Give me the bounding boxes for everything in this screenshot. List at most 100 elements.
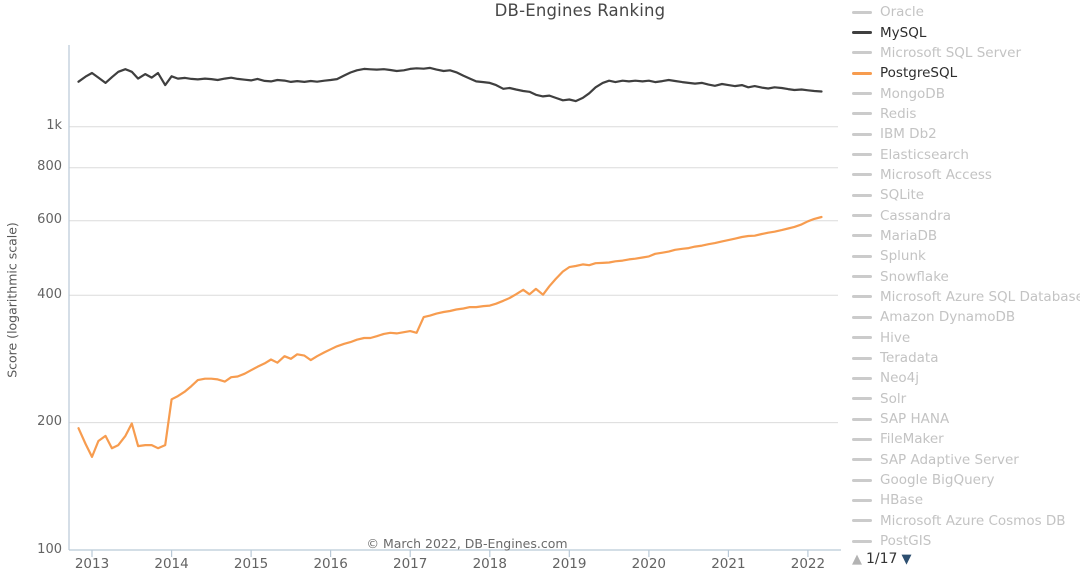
legend-item-neo4j[interactable]: Neo4j xyxy=(852,368,1078,388)
legend-label-redis: Redis xyxy=(880,105,917,122)
legend-label-oracle: Oracle xyxy=(880,4,924,21)
legend-item-microsoft-azure-cosmos-db[interactable]: Microsoft Azure Cosmos DB xyxy=(852,511,1078,531)
legend-label-sap-hana: SAP HANA xyxy=(880,411,950,428)
legend-label-postgis: PostGIS xyxy=(880,533,932,550)
pager-page-indicator: 1/17 xyxy=(866,551,898,567)
legend-item-postgis[interactable]: PostGIS xyxy=(852,531,1078,551)
legend-label-snowflake: Snowflake xyxy=(880,268,949,285)
legend-label-sap-adaptive-server: SAP Adaptive Server xyxy=(880,451,1019,468)
y-tick-label-1k: 1k xyxy=(46,118,62,134)
legend-item-filemaker[interactable]: FileMaker xyxy=(852,429,1078,449)
legend-label-amazon-dynamodb: Amazon DynamoDB xyxy=(880,309,1016,326)
y-tick-label-800: 800 xyxy=(37,159,62,175)
y-tick-label-400: 400 xyxy=(37,286,62,302)
legend-item-cassandra[interactable]: Cassandra xyxy=(852,205,1078,225)
x-tick-label-2017: 2017 xyxy=(393,556,428,572)
legend-label-neo4j: Neo4j xyxy=(880,370,920,387)
legend-swatch-hbase xyxy=(852,498,872,502)
x-tick-label-2013: 2013 xyxy=(74,556,110,572)
x-tick-label-2015: 2015 xyxy=(233,556,269,572)
legend-label-postgresql: PostgreSQL xyxy=(880,65,958,82)
copyright-note: © March 2022, DB-Engines.com xyxy=(366,536,568,551)
postgresql-series-line xyxy=(77,215,823,458)
legend-label-microsoft-azure-cosmos-db: Microsoft Azure Cosmos DB xyxy=(880,512,1066,529)
legend-swatch-filemaker xyxy=(852,437,872,441)
legend-label-cassandra: Cassandra xyxy=(880,207,951,224)
x-tick-label-2022: 2022 xyxy=(790,556,826,572)
legend-label-ibm-db2: IBM Db2 xyxy=(880,126,937,143)
x-tick-label-2018: 2018 xyxy=(472,556,507,572)
legend-swatch-postgis xyxy=(852,539,872,543)
legend-item-hive[interactable]: Hive xyxy=(852,328,1078,348)
legend-label-google-bigquery: Google BigQuery xyxy=(880,472,995,489)
legend-item-mariadb[interactable]: MariaDB xyxy=(852,226,1078,246)
x-tick-label-2016: 2016 xyxy=(313,556,348,572)
legend-item-sap-hana[interactable]: SAP HANA xyxy=(852,409,1078,429)
legend-item-hbase[interactable]: HBase xyxy=(852,490,1078,510)
legend-item-sap-adaptive-server[interactable]: SAP Adaptive Server xyxy=(852,450,1078,470)
legend-swatch-splunk xyxy=(852,254,872,258)
x-tick-label-2021: 2021 xyxy=(711,556,746,572)
legend-swatch-neo4j xyxy=(852,376,872,380)
legend-item-amazon-dynamodb[interactable]: Amazon DynamoDB xyxy=(852,307,1078,327)
legend-swatch-hive xyxy=(852,336,872,340)
mysql-series-line xyxy=(77,66,823,103)
legend-item-ibm-db2[interactable]: IBM Db2 xyxy=(852,124,1078,144)
legend-swatch-postgresql xyxy=(852,71,872,75)
legend-swatch-elasticsearch xyxy=(852,153,872,157)
legend-pager: ▲ 1/17 ▼ xyxy=(852,551,911,567)
x-tick-label-2019: 2019 xyxy=(552,556,587,572)
legend-item-sqlite[interactable]: SQLite xyxy=(852,185,1078,205)
legend-label-teradata: Teradata xyxy=(880,350,939,367)
legend-label-hive: Hive xyxy=(880,329,911,346)
legend-label-microsoft-sql-server: Microsoft SQL Server xyxy=(880,44,1022,61)
legend-swatch-mongodb xyxy=(852,92,872,96)
legend-item-mongodb[interactable]: MongoDB xyxy=(852,83,1078,103)
legend-item-microsoft-access[interactable]: Microsoft Access xyxy=(852,165,1078,185)
chart-title: DB-Engines Ranking xyxy=(494,1,666,20)
legend-swatch-oracle xyxy=(852,10,872,14)
legend-item-mysql[interactable]: MySQL xyxy=(852,22,1078,42)
legend-swatch-solr xyxy=(852,397,872,401)
legend-item-splunk[interactable]: Splunk xyxy=(852,246,1078,266)
legend-label-sqlite: SQLite xyxy=(880,187,925,204)
legend-swatch-teradata xyxy=(852,356,872,360)
legend-swatch-ibm-db2 xyxy=(852,132,872,136)
x-tick-label-2020: 2020 xyxy=(631,556,667,572)
legend-label-mariadb: MariaDB xyxy=(880,227,938,244)
pager-down-icon[interactable]: ▼ xyxy=(901,551,912,567)
legend-swatch-microsoft-sql-server xyxy=(852,51,872,55)
legend-item-redis[interactable]: Redis xyxy=(852,104,1078,124)
legend-item-google-bigquery[interactable]: Google BigQuery xyxy=(852,470,1078,490)
legend-swatch-mysql xyxy=(852,31,872,35)
legend-swatch-snowflake xyxy=(852,275,872,279)
legend-swatch-redis xyxy=(852,112,872,116)
legend-swatch-sqlite xyxy=(852,193,872,197)
legend-item-elasticsearch[interactable]: Elasticsearch xyxy=(852,144,1078,164)
legend-item-postgresql[interactable]: PostgreSQL xyxy=(852,63,1078,83)
y-tick-label-600: 600 xyxy=(37,212,62,228)
legend-item-snowflake[interactable]: Snowflake xyxy=(852,266,1078,286)
legend-label-splunk: Splunk xyxy=(880,248,926,265)
legend-swatch-microsoft-azure-sql-database xyxy=(852,295,872,299)
legend-item-teradata[interactable]: Teradata xyxy=(852,348,1078,368)
legend-swatch-sap-adaptive-server xyxy=(852,458,872,462)
legend-swatch-microsoft-azure-cosmos-db xyxy=(852,519,872,523)
legend-label-mongodb: MongoDB xyxy=(880,85,945,102)
legend-label-filemaker: FileMaker xyxy=(880,431,944,448)
legend-swatch-sap-hana xyxy=(852,417,872,421)
y-tick-label-100: 100 xyxy=(37,541,62,557)
legend-item-solr[interactable]: Solr xyxy=(852,389,1078,409)
legend-swatch-google-bigquery xyxy=(852,478,872,482)
legend-item-microsoft-azure-sql-database[interactable]: Microsoft Azure SQL Database xyxy=(852,287,1080,307)
legend-swatch-microsoft-access xyxy=(852,173,872,177)
legend-item-oracle[interactable]: Oracle xyxy=(852,2,1078,22)
legend-label-solr: Solr xyxy=(880,390,907,407)
legend-label-hbase: HBase xyxy=(880,492,924,509)
legend-label-elasticsearch: Elasticsearch xyxy=(880,146,969,163)
y-tick-label-200: 200 xyxy=(37,414,62,430)
legend-item-microsoft-sql-server[interactable]: Microsoft SQL Server xyxy=(852,43,1078,63)
pager-up-icon[interactable]: ▲ xyxy=(852,551,862,567)
